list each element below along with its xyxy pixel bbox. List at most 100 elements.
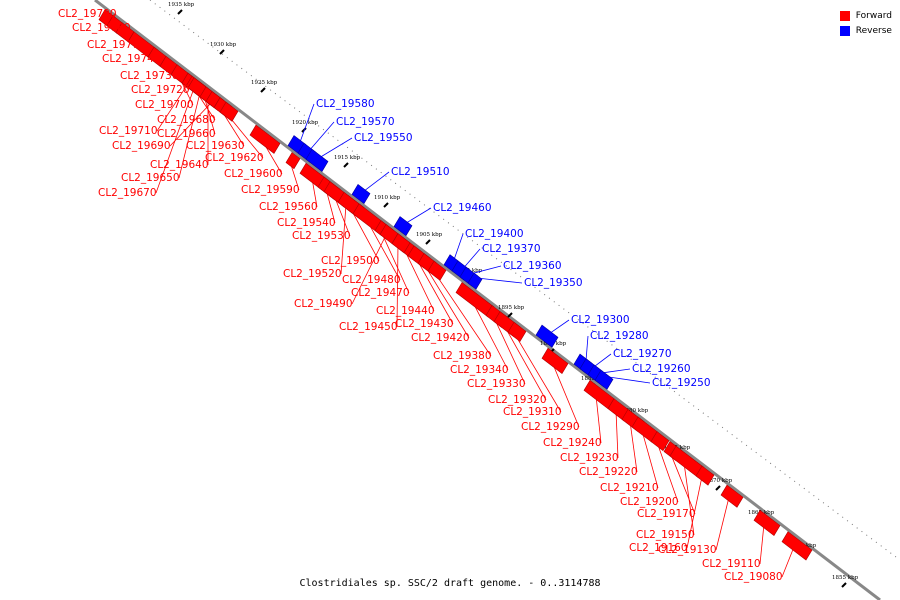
leader-line	[471, 300, 509, 371]
leader-line	[595, 395, 602, 444]
leader-line	[155, 88, 195, 194]
leader-line	[477, 277, 523, 284]
tick-label: 1855 kbp	[832, 575, 859, 581]
forward-gene-label: CL2_19200	[620, 496, 679, 508]
tick-label: 1925 kbp	[251, 80, 278, 86]
forward-gene-label: CL2_19330	[467, 378, 526, 390]
reverse-gene	[535, 324, 559, 348]
forward-gene-label: CL2_19520	[283, 268, 342, 280]
forward-gene-label: CL2_19560	[259, 201, 318, 213]
leader-line	[319, 137, 353, 158]
tick-label: 1910 kbp	[374, 195, 401, 201]
reverse-gene-label: CL2_19460	[433, 202, 492, 214]
leader-line	[380, 231, 410, 294]
forward-gene	[650, 431, 670, 452]
reverse-gene	[305, 148, 329, 172]
leader-line	[549, 319, 570, 334]
legend-label-forward: Forward	[855, 10, 892, 21]
forward-gene-label: CL2_19640	[150, 159, 209, 171]
reverse-gene-label: CL2_19300	[571, 314, 630, 326]
tick-mark	[383, 202, 389, 208]
forward-gene	[219, 101, 239, 122]
leader-line	[325, 189, 336, 224]
leader-line	[585, 335, 589, 361]
tick-label: 1895 kbp	[498, 305, 525, 311]
forward-gene-label: CL2_19450	[339, 321, 398, 333]
leader-line	[340, 204, 347, 275]
tick-label: 1920 kbp	[292, 120, 319, 126]
gene-labels: CL2_19790 CL2_19780 CL2_19770 CL2_19740 CL2_…	[58, 8, 783, 583]
forward-gene-label: CL2_19440	[376, 305, 435, 317]
leader-lines	[103, 13, 795, 578]
leader-line	[433, 271, 492, 357]
leader-line	[349, 207, 380, 262]
reverse-gene-label: CL2_19260	[632, 363, 691, 375]
forward-gene-label: CL2_19150	[636, 529, 695, 541]
leader-line	[601, 368, 631, 374]
leader-line	[203, 95, 216, 135]
leader-line	[759, 523, 765, 565]
leader-line	[471, 265, 502, 274]
tick-mark	[715, 485, 721, 491]
genes-layer	[98, 9, 813, 561]
legend-swatch-reverse	[839, 25, 850, 36]
forward-gene-label: CL2_19340	[450, 364, 509, 376]
leader-line	[629, 421, 638, 473]
leader-line	[593, 353, 612, 368]
leader-line	[781, 546, 795, 578]
forward-gene-label: CL2_19620	[205, 152, 264, 164]
forward-gene-label: CL2_19540	[277, 217, 336, 229]
leader-line	[503, 325, 547, 401]
forward-gene-label: CL2_19500	[321, 255, 380, 267]
ticks-layer: 1935 kbp 1930 kbp 1925 kbp 1920 kbp 1915 kbp…	[168, 2, 859, 588]
leader-line	[423, 263, 470, 339]
tick-mark	[177, 9, 183, 15]
forward-gene-label: CL2_19780	[72, 22, 131, 34]
legend: Forward Reverse	[839, 8, 892, 38]
forward-gene	[391, 233, 411, 254]
forward-gene-label: CL2_19690	[112, 140, 171, 152]
forward-gene-label: CL2_19670	[98, 187, 157, 199]
reverse-gene-label: CL2_19270	[613, 348, 672, 360]
genome-backbone	[94, 0, 881, 600]
leader-line	[415, 257, 454, 325]
forward-gene-label: CL2_19320	[488, 394, 547, 406]
leader-line	[686, 476, 703, 549]
forward-gene-label: CL2_19530	[292, 230, 351, 242]
legend-swatch-forward	[839, 10, 850, 21]
leader-line	[396, 244, 399, 328]
leader-line	[156, 83, 189, 132]
reverse-gene	[467, 272, 483, 290]
tick-mark	[219, 49, 225, 55]
tick-label: 1870 kbp	[706, 478, 733, 484]
leader-line	[606, 376, 651, 384]
leader-line	[363, 171, 390, 192]
forward-gene-label: CL2_19310	[503, 406, 562, 418]
leader-line	[463, 248, 481, 268]
reverse-gene-label: CL2_19370	[482, 243, 541, 255]
leader-line	[715, 497, 730, 551]
leader-line	[615, 410, 619, 459]
forward-gene-label: CL2_19220	[579, 466, 638, 478]
leader-line	[366, 220, 401, 281]
forward-gene-label: CL2_19160	[629, 542, 688, 554]
forward-gene	[285, 152, 301, 170]
forward-gene-label: CL2_19490	[294, 298, 353, 310]
forward-gene-label: CL2_19110	[702, 558, 761, 570]
tick-label: 1935 kbp	[168, 2, 195, 8]
forward-gene-label: CL2_19660	[157, 128, 216, 140]
tick-mark	[841, 582, 847, 588]
forward-gene-label: CL2_19240	[543, 437, 602, 449]
forward-gene	[187, 77, 207, 98]
tick-label: 1930 kbp	[210, 42, 237, 48]
reverse-gene-label: CL2_19580	[316, 98, 375, 110]
forward-gene-label: CL2_19170	[637, 508, 696, 520]
forward-gene	[507, 321, 527, 342]
forward-gene-label: CL2_19730	[120, 70, 179, 82]
forward-gene	[695, 465, 715, 486]
forward-gene-label: CL2_19430	[395, 318, 454, 330]
reverse-gene-label: CL2_19400	[465, 228, 524, 240]
forward-gene-label: CL2_19770	[87, 39, 146, 51]
reverse-gene	[393, 216, 413, 237]
